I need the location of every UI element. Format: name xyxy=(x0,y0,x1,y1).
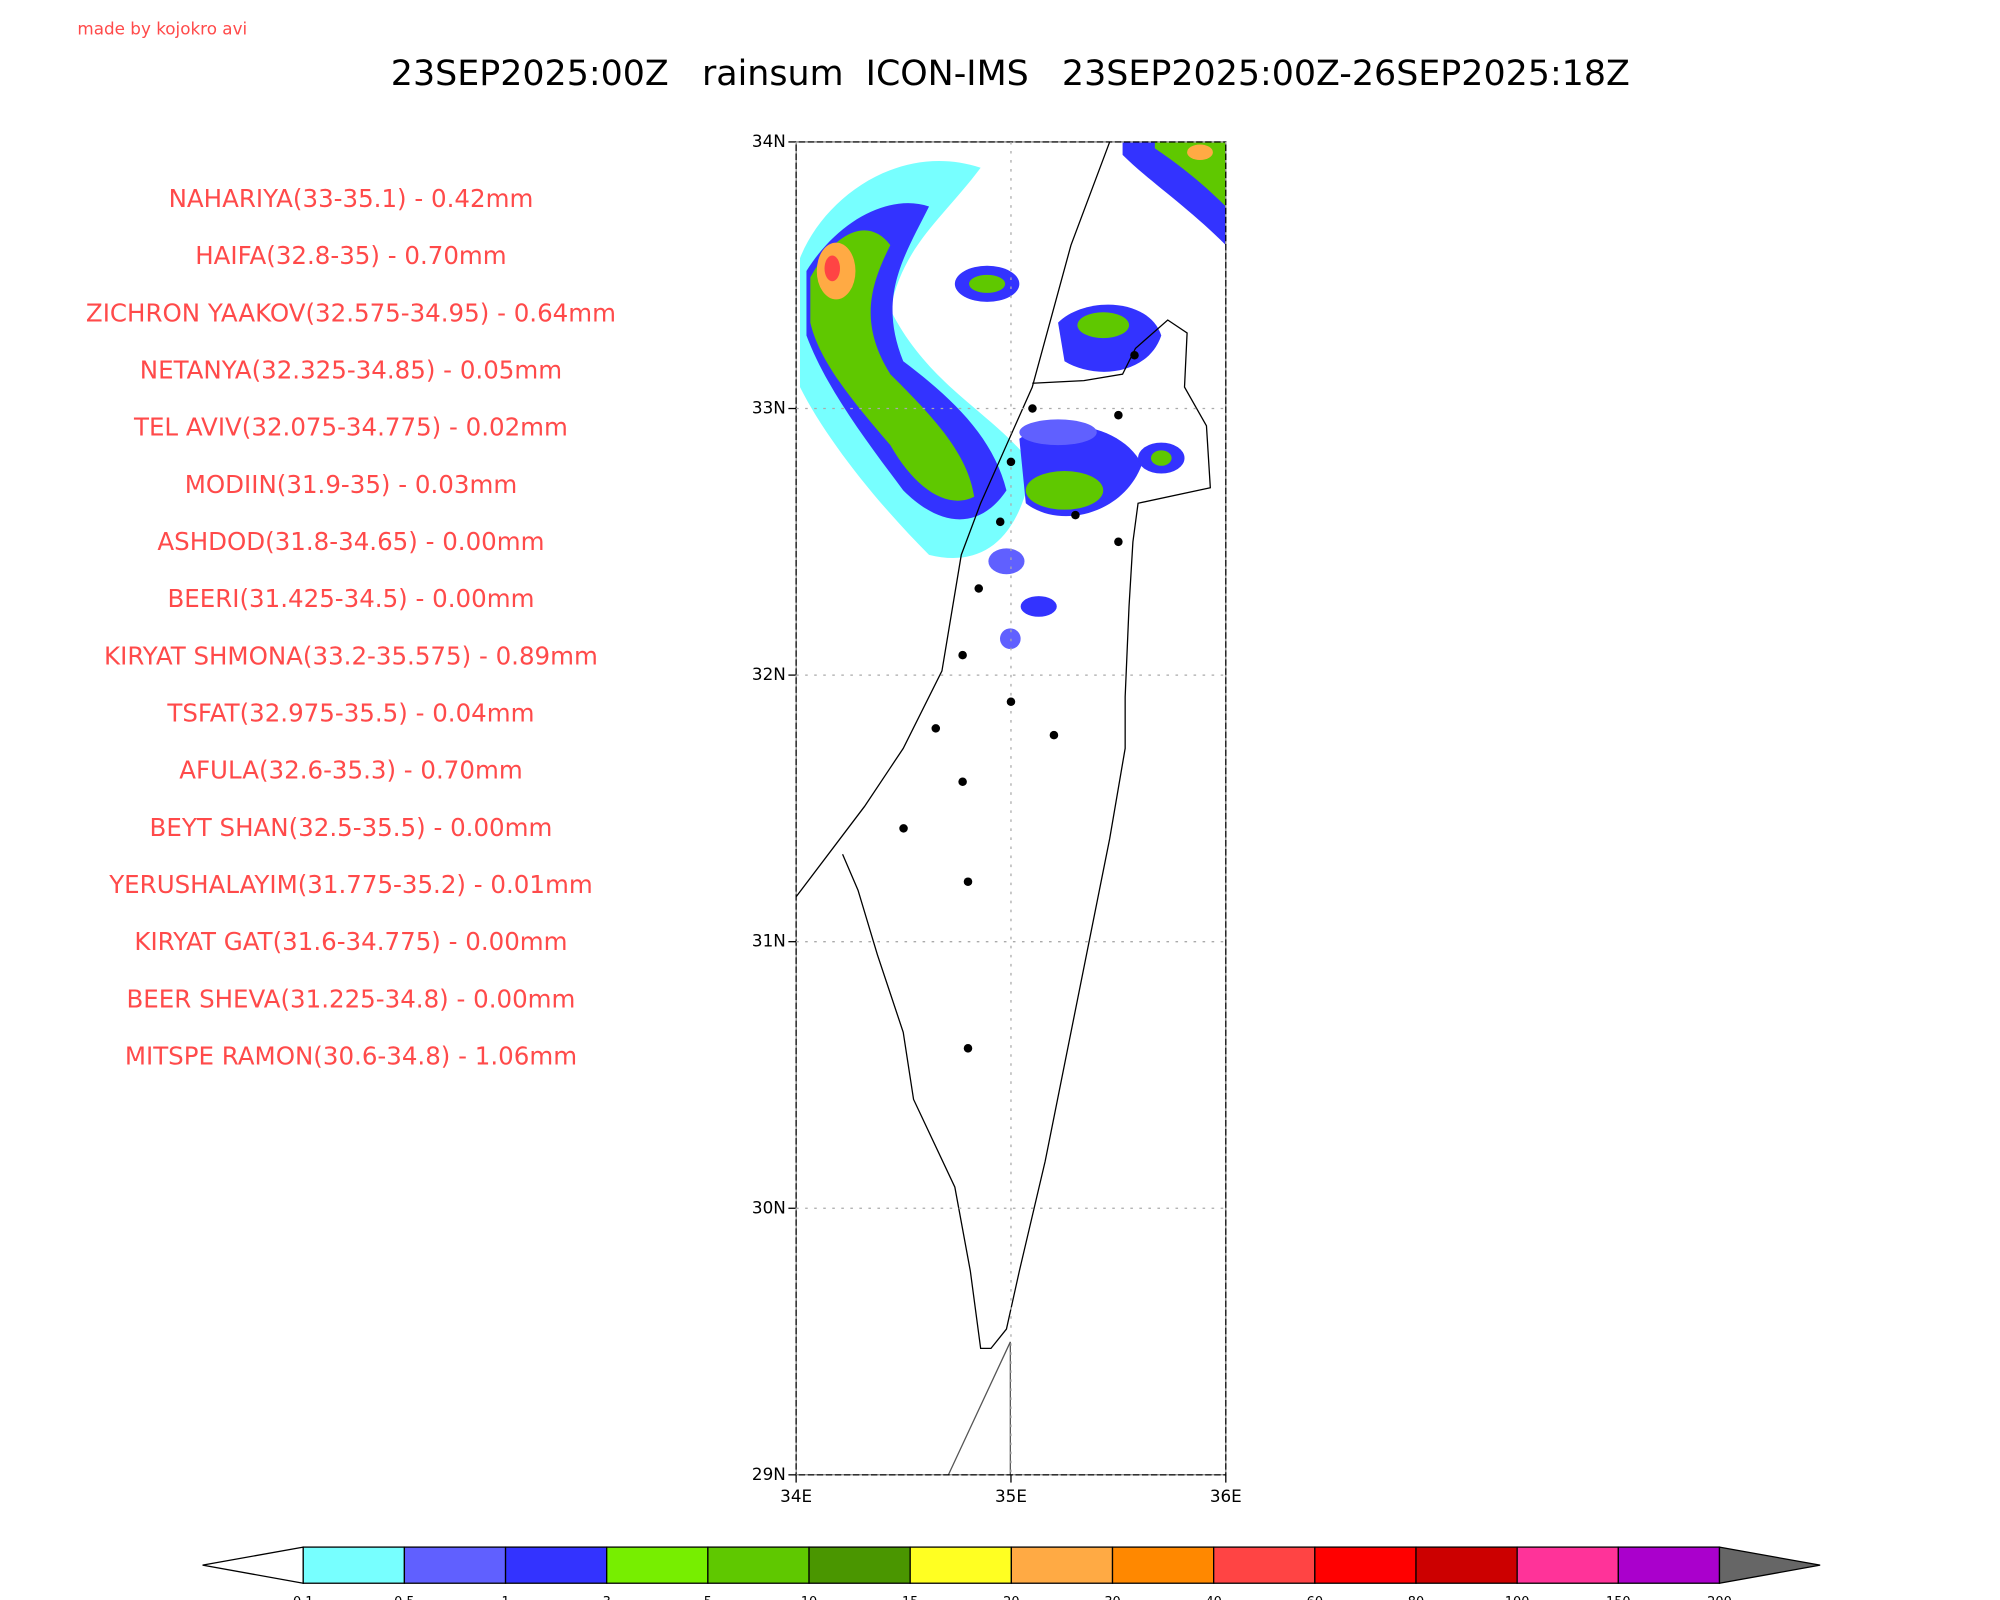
colorbar-label: 20 xyxy=(1003,1595,1019,1600)
station-label: MITSPE RAMON(30.6-34.8) - 1.06mm xyxy=(125,1041,577,1070)
colorbar-box xyxy=(403,1546,507,1584)
colorbar-label: 80 xyxy=(1408,1595,1424,1600)
map: 29N 30N 31N 32N 33N 34N 34E 35E 36E xyxy=(752,131,1242,1506)
station-dot xyxy=(1114,537,1123,547)
y-tick-label: 34N xyxy=(752,131,786,151)
colorbar-label: 0.5 xyxy=(394,1595,415,1600)
station-dot xyxy=(1071,510,1080,520)
y-tick-label: 32N xyxy=(752,664,786,684)
title: 23SEP2025:00Z rainsum ICON-IMS 23SEP2025… xyxy=(391,54,1630,94)
station-dot xyxy=(931,724,941,733)
station-label: MODIIN(31.9-35) - 0.03mm xyxy=(185,470,517,499)
colorbar-label: 3 xyxy=(603,1595,611,1600)
station-dot xyxy=(963,1044,973,1053)
colorbar-box xyxy=(1213,1546,1316,1584)
station-label: ASHDOD(31.8-34.65) - 0.00mm xyxy=(157,527,544,556)
station-dot xyxy=(995,517,1005,527)
colorbar-label: 40 xyxy=(1205,1595,1221,1600)
station-label: BEYT SHAN(32.5-35.5) - 0.00mm xyxy=(150,813,553,842)
colorbar-label: 200 xyxy=(1707,1595,1732,1600)
station-dot xyxy=(1006,697,1016,707)
colorbar-box xyxy=(1415,1546,1518,1584)
colorbar-box xyxy=(1516,1546,1619,1584)
colorbar-box xyxy=(808,1546,911,1584)
station-label: HAIFA(32.8-35) - 0.70mm xyxy=(195,241,506,270)
colorbar-under xyxy=(202,1546,304,1584)
station-label: KIRYAT SHMONA(33.2-35.575) - 0.89mm xyxy=(104,641,598,670)
station-label: ZICHRON YAAKOV(32.575-34.95) - 0.64mm xyxy=(86,298,616,327)
colorbar-box xyxy=(1314,1546,1417,1584)
borders xyxy=(795,141,1212,1476)
y-tick-label: 33N xyxy=(752,398,786,418)
station-dot xyxy=(1049,730,1059,740)
colorbar-box xyxy=(707,1546,810,1584)
colorbar-box xyxy=(1010,1546,1114,1584)
credit: made by kojokro avi xyxy=(77,19,247,39)
station-dot xyxy=(958,650,967,660)
colorbar-label: 5 xyxy=(704,1595,712,1600)
station-dot xyxy=(1114,410,1123,420)
colorbar-label: 100 xyxy=(1505,1595,1530,1600)
station-dot xyxy=(1130,350,1139,360)
colorbar-label: 0.1 xyxy=(293,1595,314,1600)
x-tick-label: 35E xyxy=(995,1486,1027,1506)
colorbar-box xyxy=(1617,1546,1721,1584)
y-tick-label: 29N xyxy=(752,1464,786,1484)
station-dot xyxy=(1028,404,1037,413)
station-list: NAHARIYA(33-35.1) - 0.42mm HAIFA(32.8-35)… xyxy=(86,184,616,1070)
colorbar-label: 10 xyxy=(801,1595,817,1600)
station-label: TSFAT(32.975-35.5) - 0.04mm xyxy=(166,698,534,727)
colorbar-label: 60 xyxy=(1307,1595,1323,1600)
station-label: BEERI(31.425-34.5) - 0.00mm xyxy=(167,584,534,613)
station-label: TEL AVIV(32.075-34.775) - 0.02mm xyxy=(133,413,568,442)
colorbar-box xyxy=(606,1546,709,1584)
colorbar-box xyxy=(504,1546,608,1584)
y-tick-label: 31N xyxy=(752,931,786,951)
station-dot xyxy=(974,584,983,593)
colorbar-box xyxy=(909,1546,1013,1584)
station-dot xyxy=(1006,457,1016,467)
x-tick-label: 36E xyxy=(1210,1486,1242,1506)
colorbar-label: 15 xyxy=(902,1595,918,1600)
station-dot xyxy=(899,824,908,833)
station-label: NAHARIYA(33-35.1) - 0.42mm xyxy=(169,184,534,213)
station-dot xyxy=(963,877,973,886)
colorbar-label: 30 xyxy=(1104,1595,1120,1600)
colorbar: 0.1 0.5 1 3 5 10 15 20 30 40 60 80 100 150 200 xyxy=(202,1546,1821,1600)
station-dot xyxy=(958,777,967,786)
station-label: AFULA(32.6-35.3) - 0.70mm xyxy=(179,756,523,785)
colorbar-box xyxy=(302,1546,406,1584)
station-label: BEER SHEVA(31.225-34.8) - 0.00mm xyxy=(127,984,576,1013)
x-tick-label: 34E xyxy=(780,1486,812,1506)
colorbar-box xyxy=(1111,1546,1215,1584)
station-label: KIRYAT GAT(31.6-34.775) - 0.00mm xyxy=(134,927,567,956)
y-tick-label: 30N xyxy=(752,1197,786,1217)
colorbar-over xyxy=(1718,1546,1821,1584)
station-label: NETANYA(32.325-34.85) - 0.05mm xyxy=(140,355,562,384)
rain-field xyxy=(800,141,1226,650)
colorbar-label: 150 xyxy=(1606,1595,1631,1600)
colorbar-label: 1 xyxy=(501,1595,509,1600)
station-label: YERUSHALAYIM(31.775-35.2) - 0.01mm xyxy=(108,870,592,899)
